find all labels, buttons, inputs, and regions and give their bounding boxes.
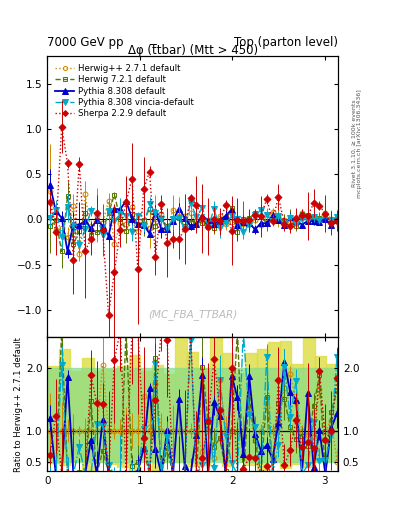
Text: Rivet 3.1.10, ≥ 100k events: Rivet 3.1.10, ≥ 100k events	[352, 99, 357, 187]
Text: mcplots.cern.ch [arXiv:1306.3436]: mcplots.cern.ch [arXiv:1306.3436]	[357, 89, 362, 198]
Text: 7000 GeV pp: 7000 GeV pp	[47, 36, 124, 49]
Text: Top (parton level): Top (parton level)	[234, 36, 338, 49]
Y-axis label: Ratio to Herwig++ 2.7.1 default: Ratio to Herwig++ 2.7.1 default	[14, 337, 23, 472]
Legend: Herwig++ 2.7.1 default, Herwig 7.2.1 default, Pythia 8.308 default, Pythia 8.308: Herwig++ 2.7.1 default, Herwig 7.2.1 def…	[52, 61, 197, 121]
Text: (MC_FBA_TTBAR): (MC_FBA_TTBAR)	[148, 309, 237, 320]
Title: Δφ (t̅tbar) (Mtt > 450): Δφ (t̅tbar) (Mtt > 450)	[127, 44, 258, 56]
